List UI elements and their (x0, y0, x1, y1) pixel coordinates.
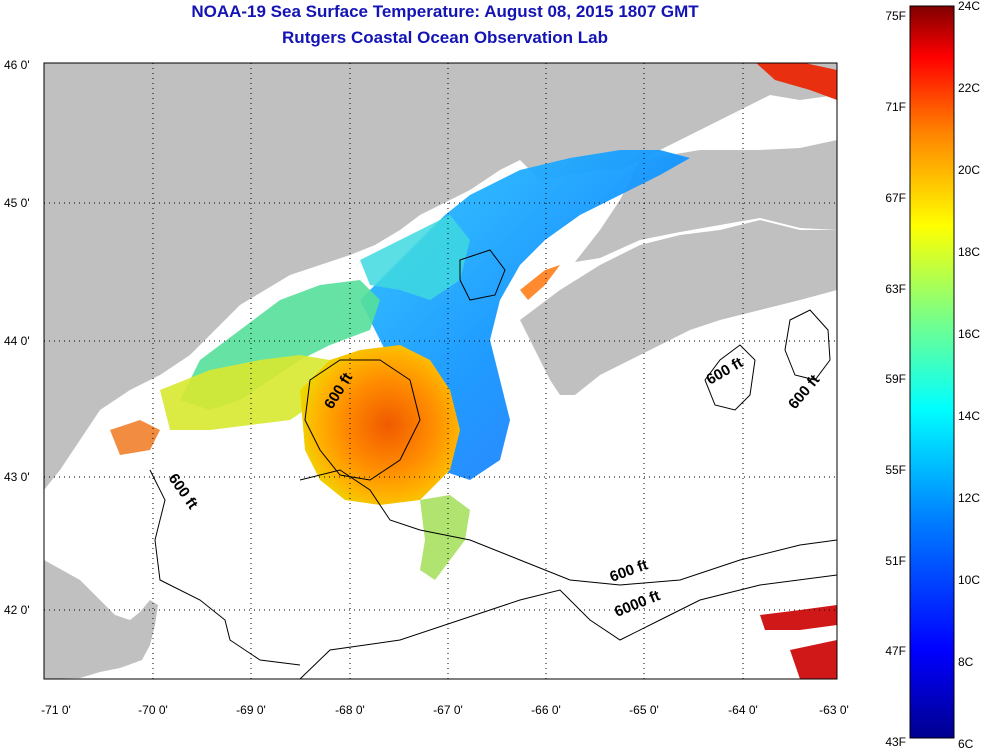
lon-label: -71 0' (41, 703, 71, 717)
colorbar-c-label: 18C (958, 245, 980, 259)
colorbar-c-label: 22C (958, 81, 980, 95)
bathymetry-contours (149, 249, 837, 679)
colorbar-f-label: 43F (885, 735, 906, 749)
lat-label: 42 0' (4, 603, 30, 617)
lat-label: 43 0' (4, 470, 30, 484)
lat-label: 46 0' (4, 58, 30, 72)
colorbar-f-label: 71F (885, 100, 906, 114)
colorbar-c-label: 6C (958, 737, 974, 751)
lon-label: -68 0' (335, 703, 365, 717)
colorbar-f-label: 55F (885, 463, 906, 477)
colorbar-f-label: 75F (885, 9, 906, 23)
colorbar (909, 5, 955, 739)
sst-warm-core (300, 345, 460, 505)
sst-west-warm (110, 420, 160, 455)
lon-label: -69 0' (236, 703, 266, 717)
colorbar-f-labels: 75F 71F 67F 63F 59F 55F 51F 47F 43F (885, 9, 906, 749)
sst-east-warm-1 (756, 63, 837, 100)
lon-label: -63 0' (819, 703, 849, 717)
lon-label: -66 0' (531, 703, 561, 717)
colorbar-f-label: 59F (885, 372, 906, 386)
colorbar-c-label: 12C (958, 491, 980, 505)
colorbar-f-label: 47F (885, 644, 906, 658)
longitude-labels: -71 0' -70 0' -69 0' -68 0' -67 0' -66 0… (41, 703, 849, 717)
lat-label: 45 0' (4, 196, 30, 210)
land-mainland (44, 63, 837, 490)
colorbar-c-label: 16C (958, 327, 980, 341)
lon-label: -64 0' (728, 703, 758, 717)
lat-label: 44 0' (4, 334, 30, 348)
sst-yellow-region (160, 355, 330, 430)
sst-east-warm-2 (760, 605, 837, 630)
map-title: NOAA-19 Sea Surface Temperature: August … (191, 2, 699, 21)
sst-east-warm-3 (790, 640, 837, 679)
sst-southern-plume (420, 495, 470, 580)
sst-cyan-region (360, 215, 470, 300)
land-nova-scotia (520, 220, 837, 395)
graticule (44, 63, 837, 679)
sst-bay-fundy-warm (520, 265, 560, 300)
lon-label: -70 0' (138, 703, 168, 717)
map-subtitle: Rutgers Coastal Ocean Observation Lab (282, 28, 608, 47)
colorbar-c-label: 20C (958, 163, 980, 177)
colorbar-c-label: 14C (958, 409, 980, 423)
colorbar-c-labels: 24C 22C 20C 18C 16C 14C 12C 10C 8C 6C (958, 0, 980, 751)
lon-label: -67 0' (433, 703, 463, 717)
colorbar-f-label: 63F (885, 282, 906, 296)
latitude-labels: 46 0' 45 0' 44 0' 43 0' 42 0' (4, 58, 30, 617)
lon-label: -65 0' (629, 703, 659, 717)
land-cape-cod (44, 560, 158, 679)
colorbar-f-label: 51F (885, 554, 906, 568)
colorbar-c-label: 8C (958, 655, 974, 669)
colorbar-c-label: 10C (958, 573, 980, 587)
colorbar-c-label: 24C (958, 0, 980, 13)
colorbar-f-label: 67F (885, 191, 906, 205)
